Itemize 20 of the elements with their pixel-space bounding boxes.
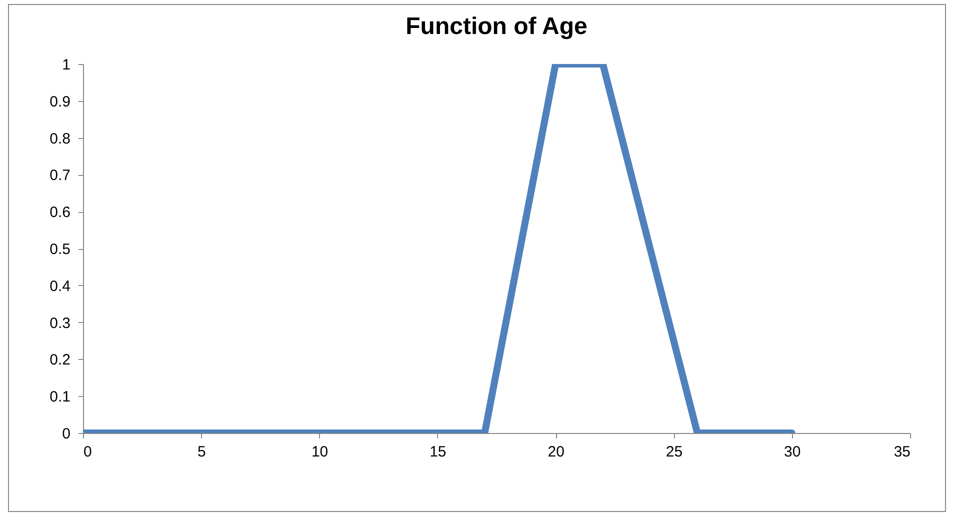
y-tick-label: 0.3 — [50, 314, 70, 332]
x-tick-label: 15 — [430, 444, 446, 460]
y-tick-label: 0.7 — [50, 167, 70, 184]
x-tick-label: 30 — [784, 444, 801, 460]
y-tick-label: 0.4 — [50, 278, 70, 295]
x-tick-label: 35 — [894, 444, 910, 460]
y-tick-label: 0 — [62, 426, 70, 442]
x-tick-label: 25 — [666, 444, 683, 460]
y-tick-label: 0.9 — [50, 93, 70, 110]
y-tick-label: 0.8 — [50, 130, 70, 148]
chart-title: Function of Age — [406, 13, 588, 40]
y-tick-label: 0.6 — [50, 204, 70, 222]
x-tick-label: 5 — [197, 444, 206, 460]
y-tick-label: 0.2 — [50, 352, 70, 369]
y-tick-label: 0.5 — [50, 241, 70, 258]
x-tick-label: 10 — [311, 444, 328, 460]
y-tick-label: 0.1 — [50, 388, 70, 406]
x-tick-label: 20 — [548, 444, 564, 460]
y-tick-label: 1 — [62, 56, 70, 74]
x-tick-label: 0 — [84, 444, 92, 460]
